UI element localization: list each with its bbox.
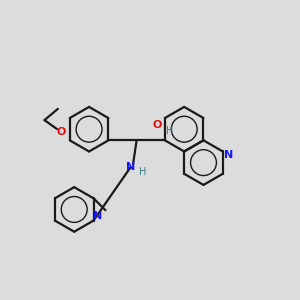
Text: O: O bbox=[153, 121, 162, 130]
Text: H: H bbox=[139, 167, 146, 176]
Text: N: N bbox=[126, 162, 135, 172]
Text: N: N bbox=[93, 211, 103, 221]
Text: N: N bbox=[224, 150, 233, 160]
Text: O: O bbox=[56, 127, 65, 137]
Text: H: H bbox=[166, 126, 173, 136]
